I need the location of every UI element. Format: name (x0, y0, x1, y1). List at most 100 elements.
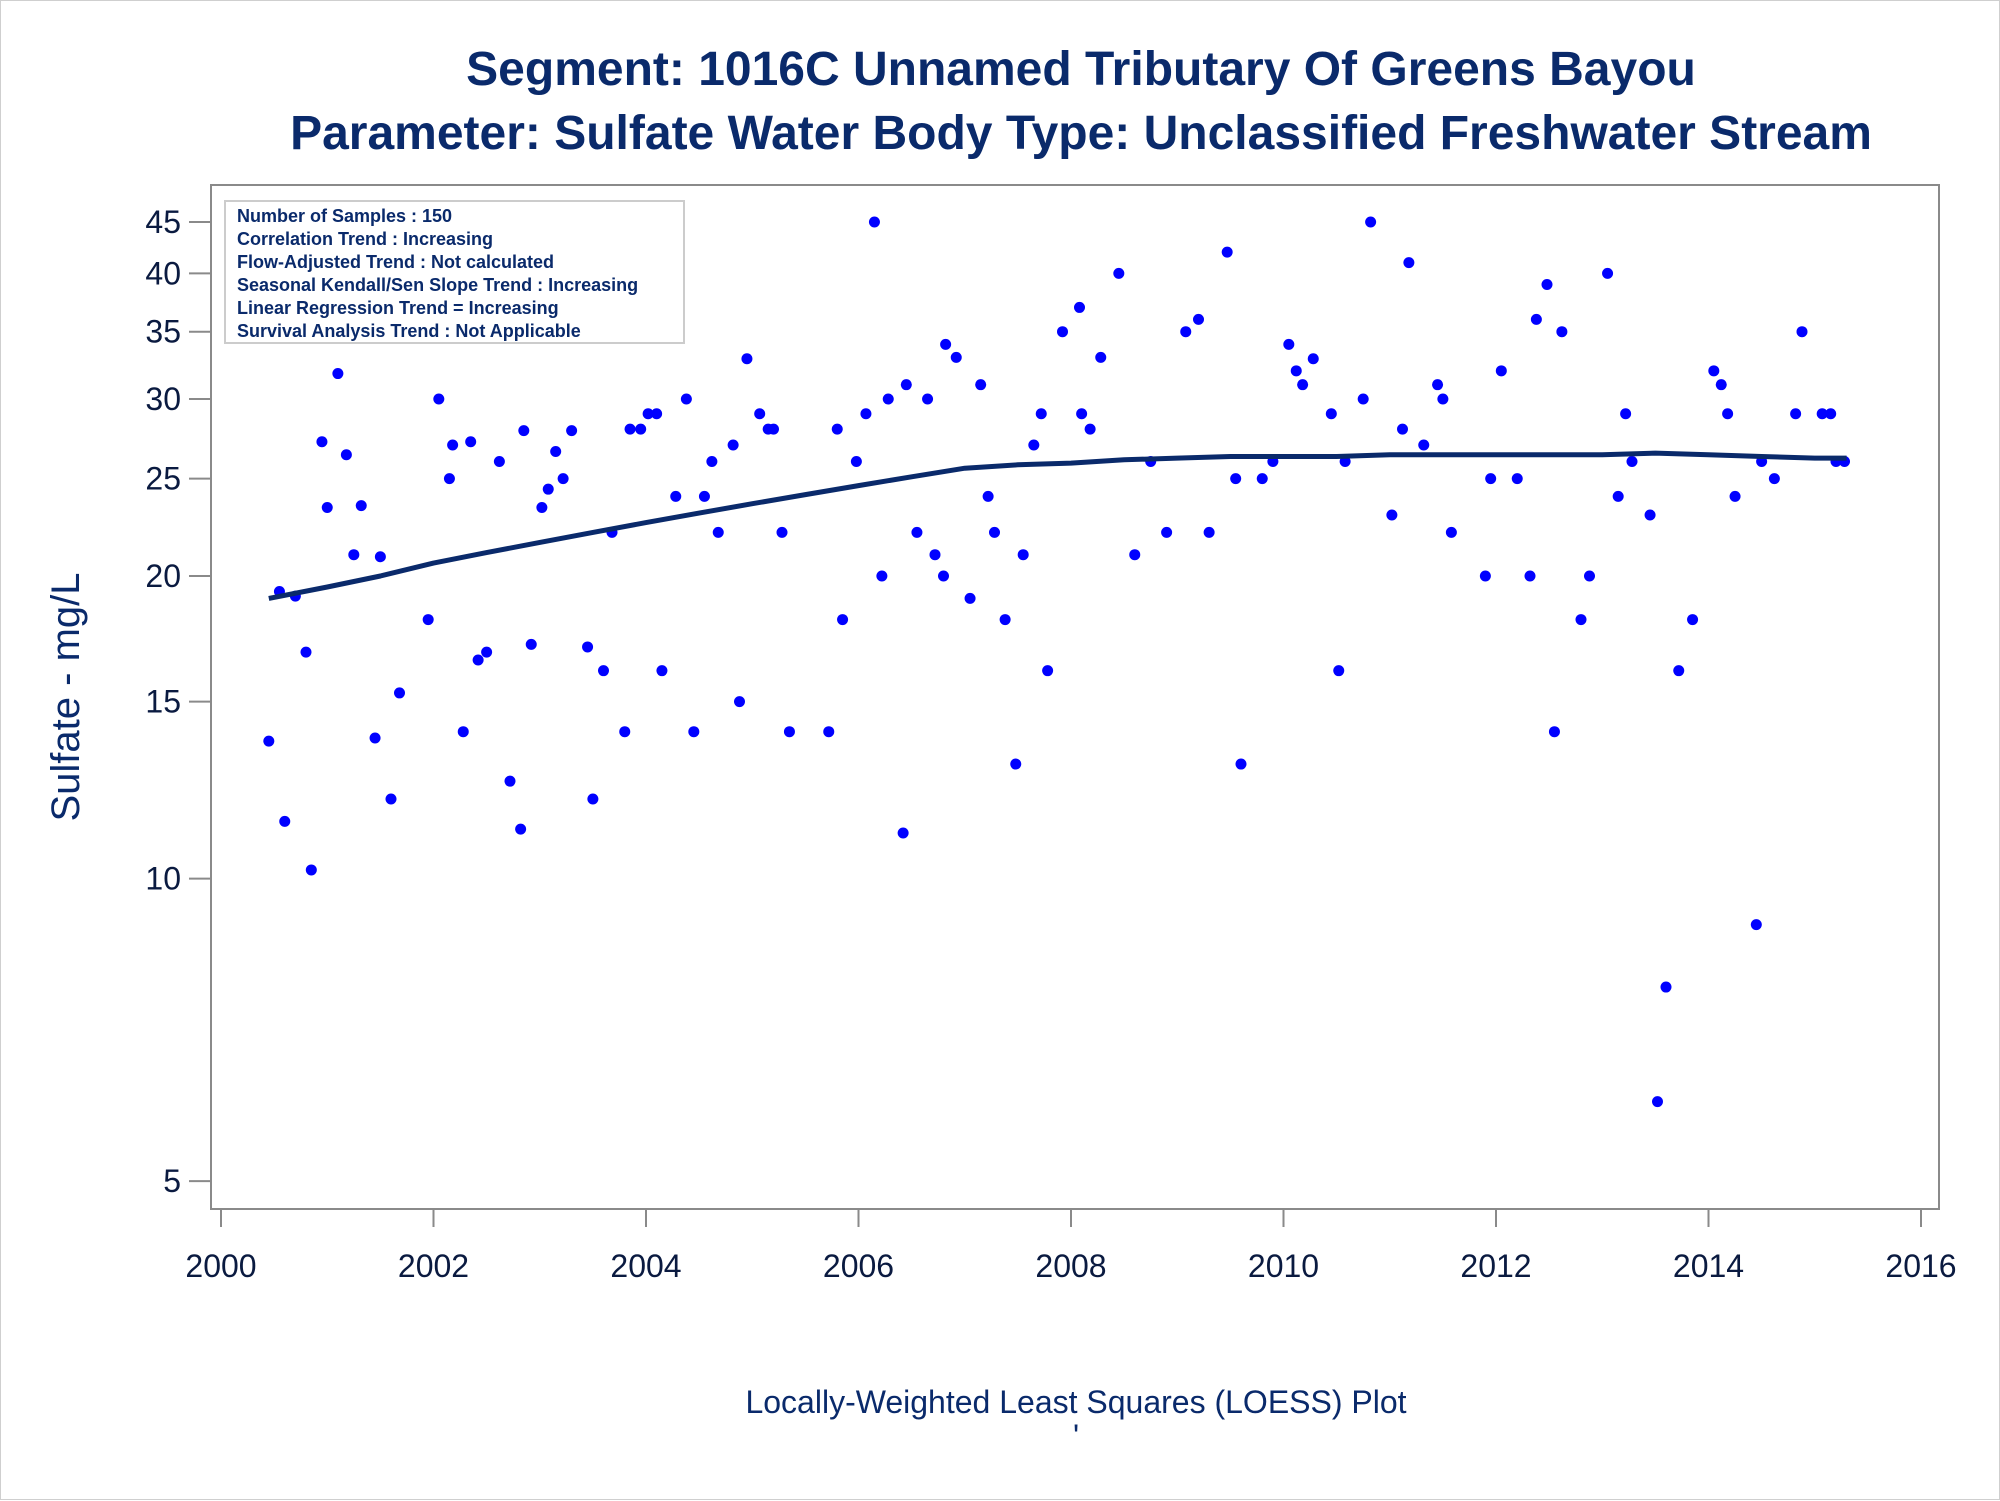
x-tick-label: 2010 (1248, 1248, 1319, 1284)
chart-footnote: Locally-Weighted Least Squares (LOESS) P… (745, 1384, 1406, 1420)
data-point (1556, 326, 1568, 338)
data-point (989, 526, 1000, 538)
data-point (698, 490, 710, 502)
data-point (670, 490, 682, 502)
data-point (1010, 758, 1022, 770)
data-point (1687, 614, 1699, 626)
data-point (897, 827, 909, 839)
data-point (598, 665, 609, 677)
x-tick-label: 2016 (1885, 1248, 1956, 1284)
data-point (525, 638, 537, 650)
y-tick-label: 10 (145, 861, 181, 897)
data-point (1017, 549, 1029, 561)
data-point (536, 501, 548, 513)
data-point (741, 353, 753, 365)
data-point (1620, 408, 1632, 420)
data-point (305, 864, 317, 876)
y-tick-label: 15 (145, 684, 181, 720)
y-tick-label: 45 (145, 204, 181, 240)
data-point (911, 526, 923, 538)
data-point (1403, 257, 1415, 269)
chart-subtitle: Parameter: Sulfate Water Body Type: Uncl… (290, 107, 1872, 160)
data-point (1750, 919, 1762, 931)
data-point (1084, 423, 1096, 435)
x-tick-label: 2000 (185, 1248, 256, 1284)
data-point (316, 436, 328, 448)
x-tick-label: 2004 (610, 1248, 681, 1284)
y-tick-label: 35 (145, 314, 181, 350)
data-point (1074, 301, 1085, 313)
data-point (493, 455, 505, 467)
y-tick-label: 20 (145, 558, 181, 594)
data-point (504, 775, 516, 787)
data-point (1530, 313, 1542, 325)
data-point (1790, 408, 1802, 420)
data-point (1235, 758, 1247, 770)
data-point (472, 654, 484, 666)
data-point (1816, 408, 1828, 420)
data-point (348, 549, 360, 561)
data-point (433, 393, 445, 405)
chart-footnote-mark: ' (1073, 1418, 1079, 1454)
data-point (1495, 365, 1507, 377)
data-point (557, 473, 569, 485)
data-point (1333, 665, 1345, 677)
x-tick-label: 2006 (823, 1248, 894, 1284)
data-point (938, 570, 949, 582)
data-point (1113, 267, 1125, 279)
data-point (587, 793, 599, 805)
data-point (1548, 726, 1560, 738)
data-point (1180, 326, 1192, 338)
data-point (1325, 408, 1337, 420)
data-point (374, 551, 386, 563)
y-tick-label: 25 (145, 461, 181, 497)
data-point (656, 665, 668, 677)
data-point (465, 436, 477, 448)
data-point (369, 732, 381, 744)
data-point (1541, 278, 1553, 290)
data-point (355, 500, 367, 512)
data-point (263, 735, 275, 747)
data-point (688, 726, 700, 738)
data-point (1626, 455, 1638, 467)
data-point (642, 408, 654, 420)
data-point (1432, 379, 1444, 391)
y-axis: 5 10 15 20 25 30 35 40 45 (145, 204, 211, 1199)
data-point (447, 439, 459, 451)
data-point (443, 473, 455, 485)
data-point (1708, 365, 1720, 377)
data-point (1129, 549, 1141, 561)
x-tick-label: 2012 (1460, 1248, 1531, 1284)
data-point (727, 439, 739, 451)
data-point (1230, 473, 1242, 485)
data-point (1076, 408, 1088, 420)
data-point (1297, 379, 1309, 391)
data-point (515, 823, 527, 835)
x-axis: 2000 2002 2004 2006 2008 2010 2012 2014 2016 (185, 1209, 1957, 1284)
data-point (394, 687, 405, 699)
data-point (1203, 526, 1215, 538)
data-point (964, 592, 976, 604)
data-point (1485, 473, 1497, 485)
x-tick-label: 2014 (1673, 1248, 1744, 1284)
data-point (1584, 570, 1595, 582)
data-point (1660, 981, 1672, 993)
data-point (882, 393, 894, 405)
data-point (1796, 326, 1808, 338)
data-point (850, 455, 862, 467)
data-point (975, 379, 987, 391)
data-point (279, 815, 291, 827)
data-point (1221, 246, 1233, 258)
data-point (999, 614, 1011, 626)
data-point (1511, 473, 1523, 485)
data-point (1575, 614, 1587, 626)
data-point (1729, 490, 1741, 502)
data-point (680, 393, 692, 405)
data-point (1768, 473, 1780, 485)
data-point (868, 216, 880, 228)
data-point (1042, 665, 1054, 677)
data-point (712, 526, 724, 538)
info-correlation-trend: Correlation Trend : Increasing (237, 229, 493, 249)
y-tick-label: 40 (145, 255, 181, 291)
chart-title: Segment: 1016C Unnamed Tributary Of Gree… (466, 43, 1696, 96)
